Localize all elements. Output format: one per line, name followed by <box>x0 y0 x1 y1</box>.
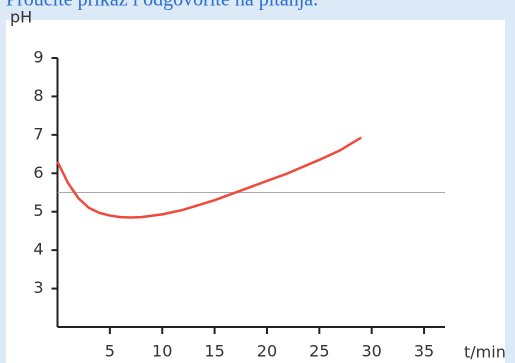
x-tick-label: 35 <box>414 342 434 361</box>
y-tick-label: 5 <box>33 201 43 220</box>
x-tick-label: 5 <box>105 342 115 361</box>
x-tick-label: 30 <box>362 342 382 361</box>
x-tick-label: 20 <box>257 342 277 361</box>
y-tick-label: 3 <box>33 278 43 297</box>
x-tick-label: 10 <box>152 342 172 361</box>
y-tick-label: 8 <box>33 86 43 105</box>
y-tick-label: 6 <box>33 163 43 182</box>
x-tick-label: 15 <box>204 342 224 361</box>
y-tick-label: 7 <box>33 124 43 143</box>
x-tick-label: 25 <box>309 342 329 361</box>
x-axis-label: t/min <box>464 343 506 362</box>
y-axis-label: pH <box>10 8 32 27</box>
y-tick-label: 4 <box>33 240 43 259</box>
chart-panel <box>6 20 505 363</box>
y-tick-label: 9 <box>33 48 43 67</box>
header: Proučite prikaz i odgovorite na pitanja. <box>6 0 318 11</box>
data-line <box>56 136 362 219</box>
